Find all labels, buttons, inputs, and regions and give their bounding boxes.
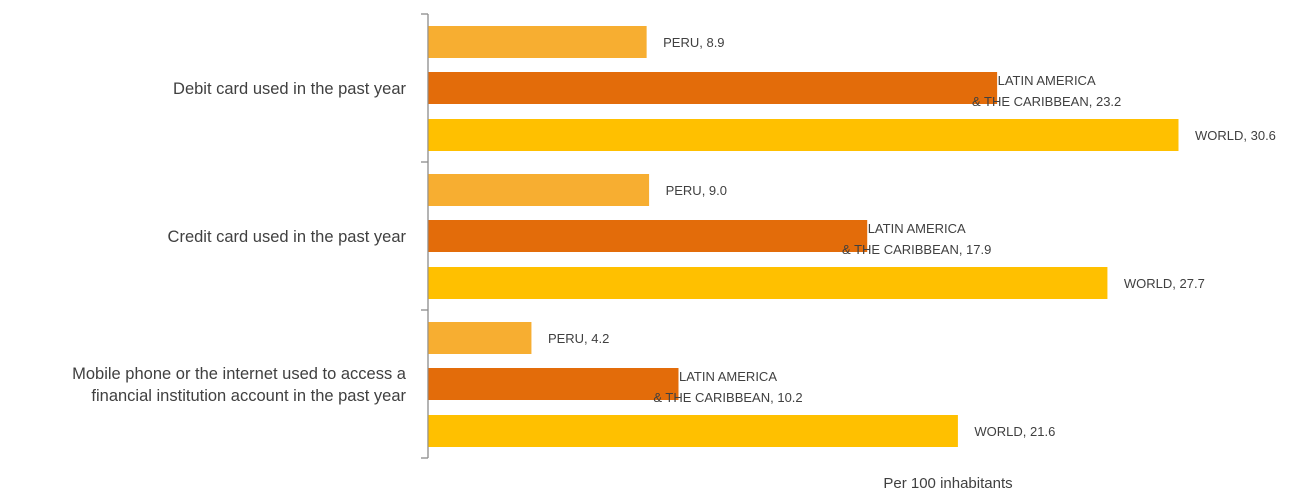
bars [428,26,1179,447]
bar [428,322,532,354]
category-label: Mobile phone or the internet used to acc… [72,365,407,405]
category-label: Credit card used in the past year [168,228,407,246]
bar [428,415,958,447]
x-axis-title: Per 100 inhabitants [883,475,1012,492]
bar [428,174,650,206]
data-label: WORLD, 30.6 [1195,128,1276,143]
category-label: Debit card used in the past year [173,80,406,98]
data-label: PERU, 8.9 [663,35,724,50]
data-labels: PERU, 8.9 LATIN AMERICA & THE CARIBBEAN, 2… [548,35,1276,439]
data-label: PERU, 9.0 [666,183,727,198]
data-label: WORLD, 21.6 [974,424,1055,439]
category-labels: Debit card used in the past year Credit c… [72,80,407,405]
bar [428,368,679,400]
data-label: LATIN AMERICA & THE CARIBBEAN, 17.9 [842,221,991,257]
bar [428,220,868,252]
data-label: PERU, 4.2 [548,331,609,346]
bar [428,119,1179,151]
data-label: LATIN AMERICA & THE CARIBBEAN, 23.2 [972,73,1121,109]
bar [428,26,647,58]
bar [428,267,1108,299]
data-label: WORLD, 27.7 [1124,276,1205,291]
data-label: LATIN AMERICA & THE CARIBBEAN, 10.2 [653,369,802,405]
bar [428,72,998,104]
y-axis [421,13,429,459]
